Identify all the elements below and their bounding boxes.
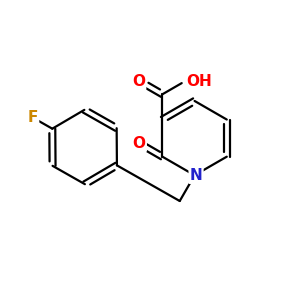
Text: O: O (133, 136, 146, 151)
Text: OH: OH (186, 74, 212, 89)
Text: F: F (28, 110, 38, 125)
Text: O: O (132, 74, 145, 89)
Text: N: N (190, 168, 202, 183)
